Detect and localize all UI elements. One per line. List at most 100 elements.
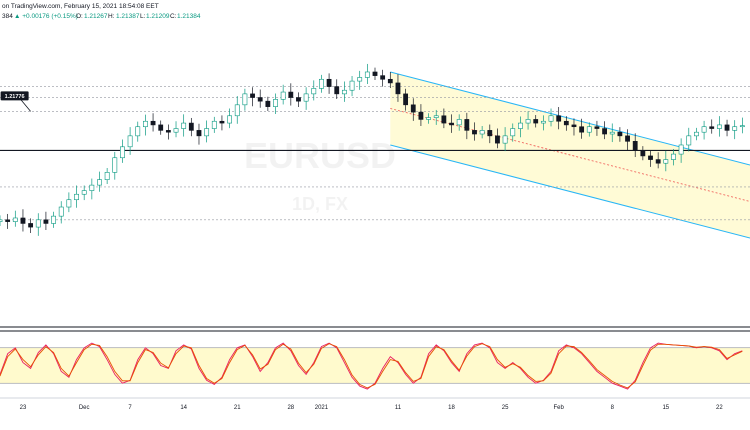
candle <box>640 146 646 161</box>
candle <box>66 192 72 213</box>
candle <box>563 116 569 131</box>
candle <box>678 138 684 163</box>
candle <box>724 119 730 137</box>
chart-header: on TradingView.com, February 15, 2021 18… <box>2 3 201 20</box>
candle <box>403 88 409 111</box>
candle <box>188 117 194 137</box>
candle-body <box>655 159 661 164</box>
candle-body <box>701 126 707 133</box>
candle <box>709 119 715 134</box>
candle <box>433 109 439 125</box>
candle-body <box>265 100 271 107</box>
close-label: C: <box>170 13 177 20</box>
candle <box>219 115 225 131</box>
candle-body <box>403 93 409 106</box>
candle <box>609 123 615 143</box>
candle <box>663 150 669 172</box>
horizontal-levels <box>0 86 750 221</box>
candle-body <box>625 135 630 142</box>
candle <box>319 74 324 93</box>
candle <box>35 213 41 236</box>
candle <box>617 127 623 142</box>
x-tick-label: 28 <box>287 405 294 411</box>
candle <box>51 211 56 228</box>
candle-body <box>158 124 164 131</box>
candle-body <box>135 126 141 137</box>
candle <box>81 185 87 201</box>
candle <box>739 117 745 134</box>
candle <box>533 115 539 128</box>
candle <box>135 121 141 142</box>
candle <box>556 107 562 130</box>
candle <box>418 104 424 126</box>
oscillator-band <box>0 347 750 384</box>
candle <box>265 96 271 112</box>
candle-body <box>495 135 500 144</box>
candle <box>250 87 255 107</box>
candle-body <box>709 126 715 129</box>
low-label: L: <box>140 13 146 20</box>
candle <box>648 150 653 167</box>
candle-body <box>150 120 156 126</box>
candle-body <box>395 82 401 95</box>
candle-body <box>571 124 577 128</box>
candle-body <box>364 71 370 78</box>
candle <box>165 124 171 140</box>
candle-body <box>410 104 416 113</box>
candle-body <box>456 119 462 126</box>
candle <box>487 124 493 144</box>
candle-body <box>609 131 615 135</box>
candle <box>694 127 699 141</box>
close-value: 1.21384 <box>177 13 201 20</box>
candle <box>510 123 516 142</box>
candle <box>257 89 263 108</box>
candle-body <box>196 130 202 137</box>
candle-body <box>556 115 562 122</box>
candle-body <box>257 97 263 102</box>
candle <box>341 81 347 102</box>
candle-body <box>204 128 210 137</box>
x-tick-label: 8 <box>611 405 615 411</box>
candle-body <box>341 89 347 95</box>
candle <box>671 148 676 166</box>
candle-body <box>181 122 187 129</box>
candle-body <box>502 135 508 144</box>
candle <box>380 69 386 87</box>
candle <box>211 116 217 133</box>
x-tick-label: 25 <box>502 405 509 411</box>
candle-body <box>143 120 148 128</box>
candle <box>173 121 179 138</box>
candle-body <box>732 126 738 131</box>
candle-body <box>617 131 623 137</box>
candle-body <box>594 126 600 129</box>
oscillator-line-d <box>0 343 743 389</box>
annotation-box <box>0 91 29 101</box>
candle <box>58 201 64 224</box>
candle <box>334 79 340 99</box>
candle <box>120 139 125 163</box>
candle <box>632 133 638 158</box>
candle <box>43 211 49 231</box>
candle-body <box>632 141 638 151</box>
candle <box>686 127 692 152</box>
candle-body <box>43 219 49 224</box>
x-tick-label: Feb <box>554 405 565 411</box>
candle <box>273 93 278 114</box>
candle <box>112 151 118 180</box>
candle <box>28 218 34 233</box>
candle <box>732 120 738 140</box>
candle-body <box>81 190 87 195</box>
candle-body <box>211 120 217 129</box>
candle-body <box>227 115 232 124</box>
candle <box>97 171 102 192</box>
candle-body <box>694 131 699 137</box>
candle-body <box>387 78 393 84</box>
watermark-subtitle: 1D, FX <box>292 194 348 214</box>
candle <box>410 98 416 121</box>
candle <box>303 87 309 110</box>
candle <box>579 118 585 139</box>
candle-body <box>602 128 607 135</box>
low-value: 1.21209 <box>146 13 170 20</box>
candle-body <box>273 99 278 107</box>
